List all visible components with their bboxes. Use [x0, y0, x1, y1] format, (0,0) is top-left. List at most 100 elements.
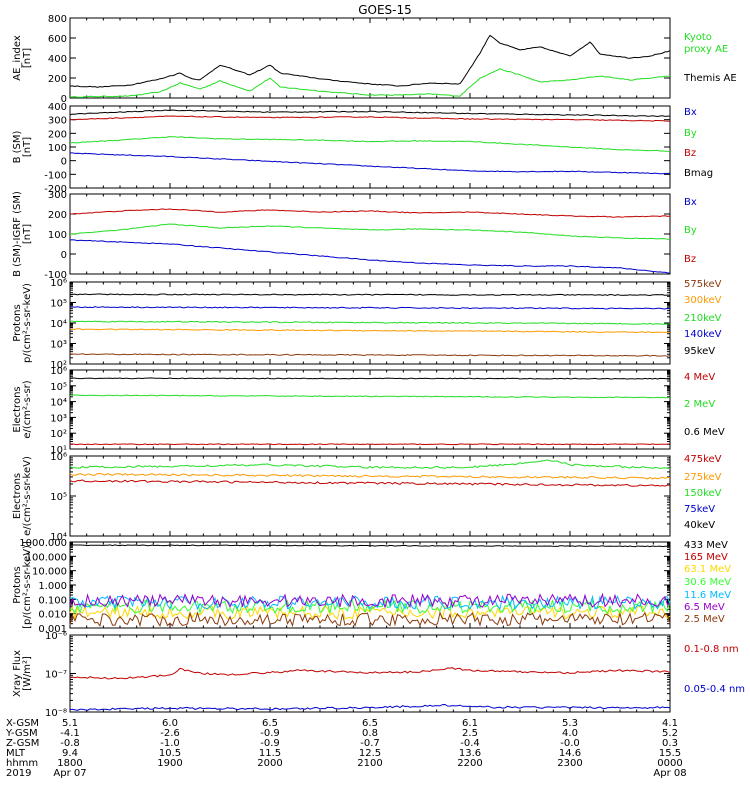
- footer-cell: 2200: [457, 758, 482, 769]
- footer-cell: 5.2: [662, 728, 678, 739]
- y-tick-label: 400: [48, 102, 67, 113]
- footer-cell: -0.0: [560, 738, 580, 749]
- panel-2: -200 -100 0 100 200 300 400 B (SM) [nT] Bx By Bz Bma…: [12, 102, 713, 195]
- y-axis-label: [nT]: [22, 137, 33, 157]
- series-line: [69, 479, 671, 487]
- y-tick-label: 10⁻⁶: [45, 631, 67, 642]
- legend-entry: Themis AE: [683, 73, 737, 84]
- y-tick-label: 400: [48, 54, 67, 65]
- y-tick-label: 0.001: [38, 624, 67, 635]
- footer-cell: -0.7: [360, 738, 380, 749]
- legend-entry: 2 MeV: [684, 399, 715, 410]
- footer-cell: 6.5: [362, 718, 378, 729]
- legend-entry: 4 MeV: [684, 372, 715, 383]
- series-line: [69, 459, 671, 470]
- y-tick-label: 10⁻⁸: [45, 708, 67, 719]
- series-line: [69, 377, 671, 380]
- series-line: [69, 135, 671, 152]
- series-line: [69, 68, 670, 98]
- footer-cell: -0.9: [260, 728, 280, 739]
- y-tick-label: 0: [61, 94, 67, 105]
- footer-cell: 1800: [57, 758, 82, 769]
- legend-entry: 0.05-0.4 nm: [684, 684, 745, 695]
- y-axis-label: B (SM): [12, 130, 23, 163]
- y-tick-label: 200: [48, 74, 67, 85]
- y-tick-label: 600: [48, 34, 67, 45]
- y-tick-label: 1.000: [38, 581, 67, 592]
- y-axis-label: [p/(cm²-s-sr-keV)]: [22, 541, 33, 629]
- footer-cell: -4.1: [60, 728, 80, 739]
- panel-frame: [69, 369, 671, 450]
- footer-row-label: hhmm: [6, 758, 38, 769]
- footer-row-label: Y-GSM: [5, 728, 38, 739]
- panel-5: 10¹ 10² 10³ 10⁴ 10⁵ 10⁶ Electrons e/(cm²-s-sr) 4…: [12, 366, 725, 456]
- series-line: [69, 239, 671, 274]
- footer-cell: -0.8: [60, 738, 80, 749]
- series-line: [69, 544, 671, 548]
- footer-cell: 11.5: [259, 748, 281, 759]
- legend-entry: 150keV: [684, 488, 722, 499]
- legend-entry: 0.6 MeV: [684, 427, 725, 438]
- footer-cell: -1.0: [160, 738, 180, 749]
- y-axis-label: Xray Flux: [12, 650, 23, 697]
- y-axis-label: Protons: [12, 304, 23, 341]
- footer-cell: 12.5: [359, 748, 381, 759]
- y-tick-label: 10³: [50, 340, 67, 351]
- y-tick-label: 200: [48, 129, 67, 140]
- footer-cell: 5.1: [62, 718, 78, 729]
- panel-frame: [69, 17, 671, 99]
- series-line: [70, 394, 671, 399]
- series-line: [69, 594, 671, 611]
- panel-frame: [69, 455, 671, 537]
- footer-cell: 4.0: [562, 728, 578, 739]
- series-line: [69, 115, 671, 122]
- y-axis-label: AE_index: [12, 35, 23, 81]
- series-line: [69, 353, 671, 357]
- y-tick-label: 10⁶: [50, 278, 67, 289]
- footer-cell: 0.3: [662, 738, 678, 749]
- footer-cell: 13.6: [459, 748, 481, 759]
- legend-entry: 165 MeV: [684, 552, 728, 563]
- series-line: [69, 328, 671, 334]
- y-tick-label: 10⁴: [50, 319, 67, 330]
- legend-entry: 40keV: [684, 520, 715, 531]
- footer-cell: 0000: [657, 758, 682, 769]
- legend-entry: Bmag: [684, 168, 713, 179]
- legend-entry: Bz: [684, 254, 696, 265]
- series-line: [69, 306, 671, 310]
- y-tick-label: -100: [44, 170, 67, 181]
- series-line: [69, 592, 671, 609]
- legend-entry: 2.5 MeV: [684, 614, 725, 625]
- panel-4: 10² 10³ 10⁴ 10⁵ 10⁶ Protons p/(cm²-s-sr-keV) 57…: [12, 278, 722, 371]
- footer-cell: 1900: [157, 758, 182, 769]
- legend-entry: 6.5 MeV: [684, 602, 725, 613]
- y-tick-label: 10¹: [50, 445, 67, 456]
- y-tick-label: 10²: [50, 429, 67, 440]
- legend-entry: 63.1 MeV: [684, 564, 731, 575]
- y-tick-label: 300: [48, 116, 67, 127]
- y-tick-label: -200: [44, 184, 67, 195]
- footer-row-label: X-GSM: [6, 718, 39, 729]
- legend-entry: By: [684, 128, 697, 139]
- y-tick-label: 0.100: [38, 595, 67, 606]
- legend-entry: 30.6 MeV: [684, 577, 731, 588]
- series-line: [69, 611, 671, 628]
- y-tick-label: 10⁵: [50, 492, 67, 503]
- series-line: [70, 598, 671, 616]
- footer-cell: 15.5: [659, 748, 681, 759]
- panel-frame: [69, 634, 671, 713]
- footer-cell: 9.4: [62, 748, 78, 759]
- y-tick-label: 800: [48, 14, 67, 25]
- footer-cell: 0.8: [362, 728, 378, 739]
- y-axis-label: B (SM)-IGRF (SM): [12, 191, 23, 277]
- footer-cell: 6.5: [262, 718, 278, 729]
- footer-cell: -2.6: [160, 728, 180, 739]
- legend-entry: 75keV: [684, 504, 715, 515]
- y-axis-label: e/(cm²-s-sr-keV): [22, 456, 33, 536]
- y-tick-label: -100: [44, 270, 67, 281]
- y-tick-label: 300: [48, 190, 67, 201]
- legend-entry: Kyoto: [684, 32, 712, 43]
